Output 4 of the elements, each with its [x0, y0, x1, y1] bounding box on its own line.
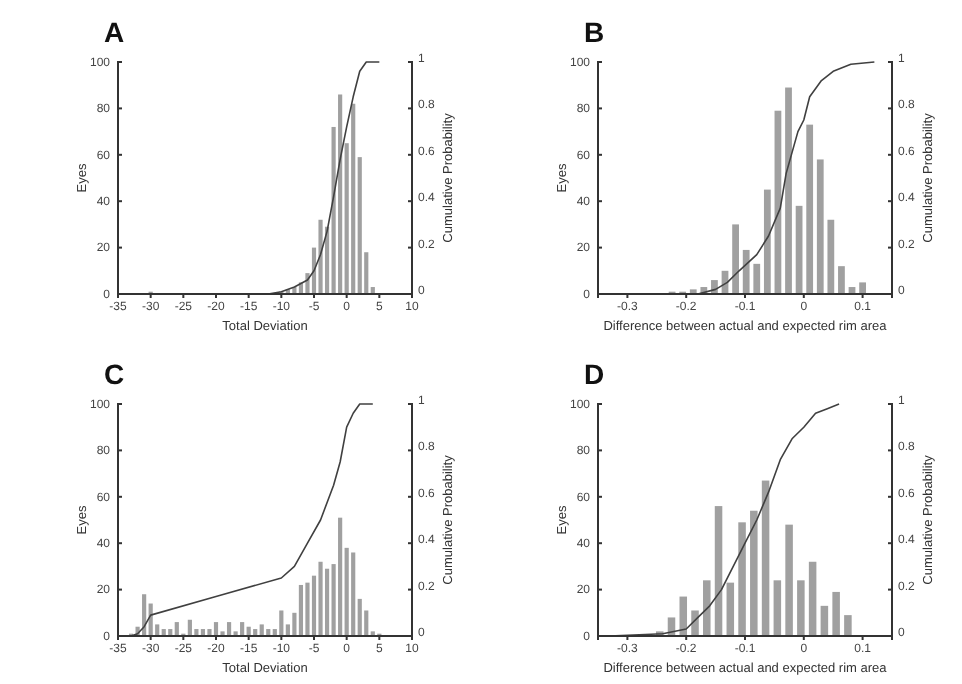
chart-title: B: [584, 16, 605, 48]
chart-title: D: [584, 358, 605, 390]
chart-title: C: [104, 358, 125, 390]
chart-title: A: [104, 16, 125, 48]
